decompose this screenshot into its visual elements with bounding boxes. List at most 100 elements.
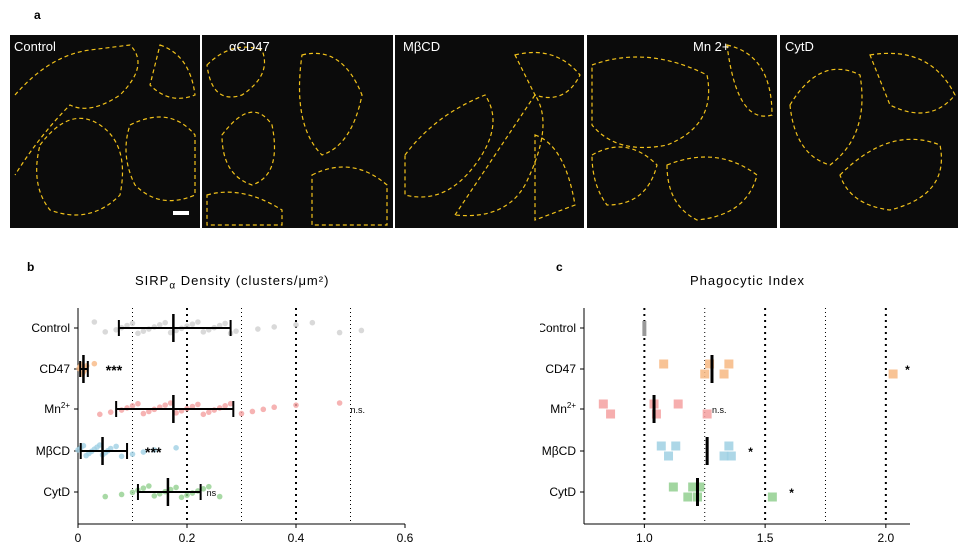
data-point	[107, 409, 114, 415]
data-point	[97, 442, 103, 448]
data-point	[102, 329, 109, 335]
data-point	[719, 369, 729, 379]
chart-b-title-rest: Density (clusters/μm²)	[180, 273, 330, 288]
data-point	[135, 400, 141, 407]
data-point	[293, 402, 299, 408]
micrograph-control: Control	[10, 35, 200, 228]
data-point	[656, 441, 666, 451]
data-point	[206, 409, 212, 415]
data-point	[664, 451, 674, 461]
data-point	[336, 329, 343, 336]
data-point	[151, 447, 158, 453]
data-point	[151, 493, 158, 499]
scale-bar	[173, 211, 189, 215]
x-tick-label: 0.2	[179, 531, 196, 545]
data-point	[651, 409, 661, 419]
data-point	[358, 327, 365, 334]
data-point	[271, 324, 278, 330]
data-point	[146, 483, 152, 489]
data-point	[195, 401, 201, 408]
data-point	[162, 319, 168, 326]
data-point	[642, 330, 647, 333]
data-point	[129, 320, 136, 327]
data-point	[227, 400, 234, 407]
micrograph-label: Mn 2+	[693, 39, 730, 54]
data-point	[140, 485, 147, 491]
micrograph-mn: Mn 2+	[587, 35, 777, 228]
data-point	[140, 410, 147, 417]
micrograph-label: MβCD	[403, 39, 441, 54]
data-point	[189, 321, 196, 327]
data-point	[91, 360, 98, 367]
data-point	[700, 369, 710, 379]
category-label: CD47	[545, 362, 576, 376]
category-label: Mn2+	[44, 401, 70, 416]
significance-label: *	[905, 363, 910, 377]
data-point	[702, 409, 712, 419]
chart-c: 1.0 1.5 2.0 Control CD47 * Mn2+ n.s. MβCD * CytD *	[540, 308, 910, 545]
data-point	[238, 410, 245, 417]
significance-label: n.s.	[351, 405, 366, 415]
cell-outlines	[789, 52, 956, 211]
data-point	[124, 322, 130, 329]
data-point	[271, 404, 278, 411]
data-point	[200, 329, 207, 335]
data-point	[705, 359, 715, 369]
data-point	[162, 402, 168, 408]
data-point	[249, 408, 256, 415]
cell-outlines	[206, 46, 388, 226]
panel-c-label: c	[556, 260, 563, 274]
data-point	[606, 409, 616, 419]
data-point	[200, 486, 207, 492]
data-point	[91, 319, 98, 325]
data-point	[659, 359, 669, 369]
micrograph-label: Control	[14, 39, 56, 54]
data-point	[222, 320, 228, 327]
x-tick-label: 0.6	[397, 531, 414, 545]
data-point	[189, 403, 196, 410]
data-point	[683, 492, 693, 502]
data-point	[336, 400, 343, 406]
data-point	[642, 324, 647, 327]
significance-label: *	[748, 445, 753, 459]
data-point	[726, 451, 736, 461]
chart-c-title: Phagocytic Index	[690, 273, 806, 288]
significance-label: ns	[207, 488, 217, 498]
significance-label: n.s.	[712, 405, 727, 415]
data-point	[642, 321, 647, 324]
micrograph-mbcd: MβCD	[395, 35, 584, 228]
data-point	[129, 403, 136, 409]
data-point	[724, 441, 734, 451]
data-point	[233, 328, 239, 334]
significance-label: ***	[145, 444, 162, 460]
data-point	[309, 319, 316, 326]
data-point	[102, 493, 109, 500]
x-tick-label: 0.4	[288, 531, 305, 545]
category-label: Control	[540, 321, 576, 335]
chart-b-title-sub: α	[169, 280, 177, 292]
data-point	[293, 322, 299, 328]
x-tick-label: 2.0	[878, 531, 895, 545]
significance-label: ***	[106, 362, 123, 378]
data-point	[173, 445, 179, 451]
data-point	[719, 451, 729, 461]
data-point	[216, 493, 223, 500]
category-label: MβCD	[36, 444, 71, 458]
data-point	[673, 399, 683, 409]
data-point	[173, 327, 179, 334]
chart-b-title-main: SIRP	[135, 273, 170, 288]
panel-b-label: b	[27, 260, 35, 274]
data-point	[156, 322, 163, 328]
cell-outlines	[591, 44, 773, 221]
significance-label: *	[789, 486, 794, 500]
data-point	[118, 491, 125, 498]
data-point	[167, 329, 174, 336]
data-point	[688, 482, 698, 492]
data-point	[129, 489, 136, 496]
data-point	[255, 326, 261, 332]
data-point	[113, 443, 119, 450]
data-point	[113, 326, 119, 333]
chart-b: 0 0.2 0.4 0.6 Control CD47 *** Mn2+ n.s. MβCD *** C…	[31, 308, 414, 545]
data-point	[167, 400, 174, 406]
data-point	[668, 482, 678, 492]
